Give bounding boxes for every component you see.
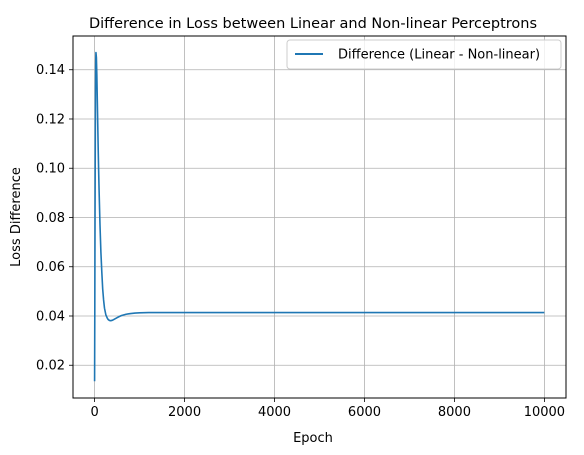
legend-label: Difference (Linear - Non-linear) [338, 48, 540, 63]
y-tick-label: 0.02 [36, 359, 65, 374]
y-tick-label: 0.10 [36, 162, 65, 177]
y-axis-label: Loss Difference [9, 167, 24, 267]
y-tick-label: 0.08 [36, 211, 65, 226]
grid [73, 36, 566, 398]
x-tick-label: 4000 [258, 405, 291, 420]
x-tick-label: 6000 [348, 405, 381, 420]
x-axis-label: Epoch [293, 431, 333, 446]
series-layer [93, 51, 545, 382]
series-line [93, 51, 545, 382]
x-tick-label: 8000 [438, 405, 471, 420]
x-tick-label: 0 [90, 405, 98, 420]
axes-frame [72, 35, 567, 399]
y-tick-label: 0.06 [36, 260, 65, 275]
x-tick-label: 2000 [168, 405, 201, 420]
legend: Difference (Linear - Non-linear) [286, 39, 562, 70]
y-tick-label: 0.04 [36, 309, 65, 324]
x-tick-label: 10000 [524, 405, 565, 420]
legend-box [286, 39, 562, 70]
y-tick-label: 0.14 [36, 63, 65, 78]
axis-ticks: 0 2000 4000 6000 8000 10000 0.02 0.04 0.06 0.08 0.… [36, 63, 565, 420]
y-tick-label: 0.12 [36, 112, 65, 127]
chart-title: Difference in Loss between Linear and No… [89, 16, 537, 32]
